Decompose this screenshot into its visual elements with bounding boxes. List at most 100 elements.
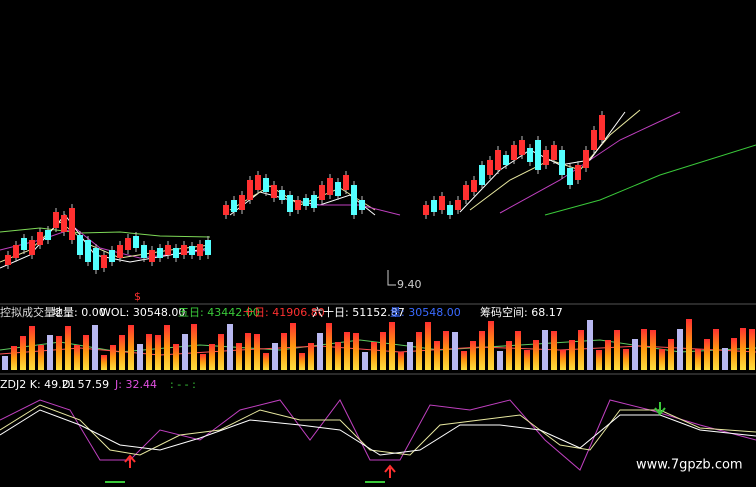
volume-bar [92,325,98,370]
down-candles [141,245,147,258]
up-candles [599,115,605,140]
volume-bar [326,323,332,370]
down-candles [189,246,195,255]
volume-bar [677,329,683,370]
volume-bar [155,335,161,370]
up-candles [13,245,19,258]
volume-indicator: WOL: 30548.00 [100,306,185,319]
volume-bar [578,330,584,370]
kdj-header: ZDJ2 K: 49.21D: 57.59 J: 32.44: - - : [0,378,196,391]
up-candles [149,250,155,262]
volume-bar [722,348,728,370]
volume-bar [335,342,341,370]
down-candles [431,200,437,212]
volume-bar [704,339,710,370]
kdj-indicator: : - - : [170,378,196,391]
volume-bar [344,332,350,370]
up-candles [117,245,123,258]
volume-bar [650,330,656,370]
down-candles [359,200,365,210]
up-candles [125,238,131,250]
down-candles [173,248,179,258]
volume-bar [65,326,71,370]
kdj-panel [0,399,756,483]
down-candles [479,165,485,185]
volume-bar [380,332,386,370]
volume-bar [605,340,611,370]
volume-bar [299,353,305,370]
volume-bar [668,339,674,370]
up-candles [5,115,605,268]
up-candles [575,165,581,180]
volume-bar [434,341,440,370]
kdj-indicator: J: 32.44 [114,378,157,391]
volume-indicator: 六十日: 51152.87 [312,305,405,319]
up-candles [487,160,493,175]
volume-bar [596,350,602,370]
volume-bar [740,328,746,370]
volume-bar [191,324,197,370]
volume-bar [56,336,62,370]
up-candles [37,232,43,245]
kdj-indicator: D: 57.59 [62,378,109,391]
down-candles [567,168,573,185]
down-candles [21,238,27,250]
price-panel [544,144,756,216]
volume-bar [200,354,206,370]
up-candles [343,175,349,190]
volume-bars [2,319,755,370]
volume-indicator: 十日: 41906.80 [243,305,325,319]
volume-bar [479,331,485,370]
volume-bar [74,345,80,370]
down-candles [133,236,139,248]
volume-bar [11,346,17,370]
up-candles [495,150,501,170]
down-candles [263,178,269,192]
up-candles [255,175,261,190]
down-candles [447,205,453,215]
down-candles [535,140,541,170]
up-candles [271,185,277,198]
volume-bar [569,340,575,370]
volume-bar [272,343,278,370]
volume-bar [389,322,395,370]
up-candles [583,150,589,168]
down-candles [527,148,533,162]
down-candles [559,150,565,175]
up-candles [197,244,203,256]
up-candles [223,205,229,215]
down-candles [279,190,285,200]
up-candles [455,200,461,210]
down-candles [157,248,163,258]
low-price-label: 9.40 [397,278,422,291]
volume-bar [236,343,242,370]
volume-bar [137,344,143,370]
volume-bar [281,333,287,370]
volume-bar [686,319,692,370]
up-candles [551,145,557,160]
volume-bar [425,322,431,370]
down-candles [77,235,83,255]
volume-bar [263,353,269,370]
volume-bar [20,336,26,370]
down-candles [109,250,115,262]
kdj-panel [0,409,756,456]
watermark: www.7gpzb.com [636,458,743,473]
volume-bar [623,349,629,370]
volume-bar [533,340,539,370]
price-panel [0,227,211,238]
volume-bar [173,344,179,370]
kdj-panel [654,402,666,416]
volume-bar [416,332,422,370]
up-candles [327,178,333,195]
volume-indicator: 地量: 0.00 [52,306,106,319]
volume-bar [38,345,44,370]
volume-bar [488,321,494,370]
down-candles [85,240,91,262]
up-candles [511,145,517,160]
volume-bar [254,334,260,370]
signal-marker: $ [134,290,141,303]
